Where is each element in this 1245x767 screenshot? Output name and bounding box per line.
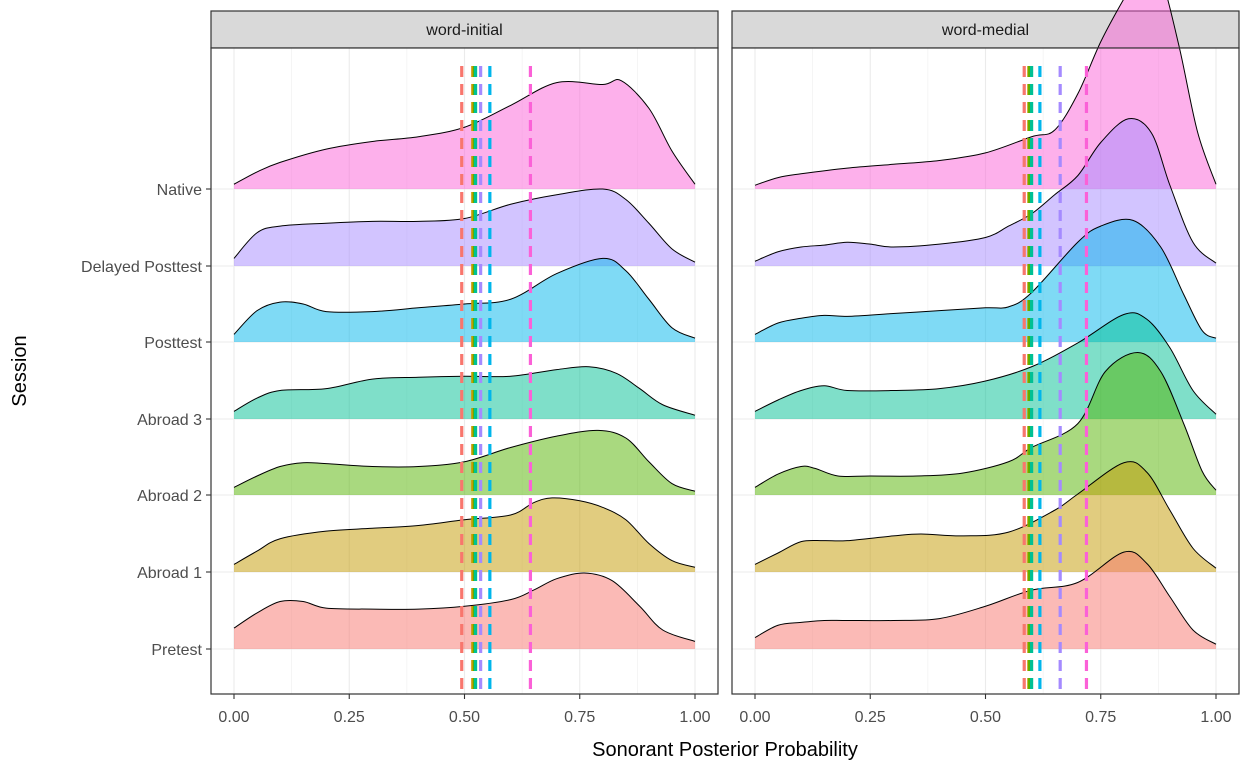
y-tick-label-abroad-3: Abroad 3: [137, 412, 202, 429]
y-axis-title: Session: [9, 335, 31, 406]
ridge-fill-posttest: [234, 258, 695, 342]
ridge-line-delayed-posttest: [754, 117, 1217, 264]
y-axis: Pretest Abroad 1 Abroad 2 Abroad 3 Posttest D…: [81, 182, 211, 659]
x-tick-label: 0.50: [970, 709, 1001, 726]
ridge-line-abroad-2: [754, 351, 1217, 491]
x-tick-label: 0.50: [449, 709, 480, 726]
ridge-line-pretest: [754, 550, 1217, 645]
ridge-fill-pretest: [755, 551, 1216, 649]
panel-word-medial: word-medial 0.00 0.25 0.50 0.75 1.00: [731, 0, 1240, 726]
x-axis-title: Sonorant Posterior Probability: [592, 739, 858, 761]
ridge-line-abroad-2: [233, 429, 696, 492]
x-tick-label: 0.25: [855, 709, 886, 726]
ridge-fill-native: [234, 79, 695, 189]
ridge-line-abroad-1: [233, 497, 696, 568]
ridge-fill-posttest: [755, 219, 1216, 342]
x-ticks-word-medial: 0.00 0.25 0.50 0.75 1.00: [739, 694, 1232, 726]
ridge-fill-delayed-posttest: [234, 188, 695, 266]
x-tick-label: 0.00: [218, 709, 249, 726]
strip-word-initial: [210, 10, 719, 49]
ridge-line-native: [233, 79, 696, 185]
y-tick-label-pretest: Pretest: [151, 642, 202, 659]
x-tick-label: 1.00: [679, 709, 710, 726]
panel-word-initial: word-initial 0.00 0.25 0.50 0.75 1.00: [210, 10, 719, 726]
mean-lines-word-medial: [1022, 66, 1089, 694]
ridge-line-delayed-posttest: [233, 188, 696, 263]
x-tick-label: 0.75: [1085, 709, 1116, 726]
ridge-line-pretest: [233, 572, 696, 642]
ridge-fill-abroad-2: [234, 430, 695, 495]
ridge-line-native: [754, 0, 1217, 186]
x-tick-label: 0.00: [739, 709, 770, 726]
strip-label-word-initial: word-initial: [425, 22, 502, 39]
ridge-line-abroad-3: [754, 312, 1217, 415]
ridge-fill-abroad-2: [755, 352, 1216, 495]
ridge-line-posttest: [233, 257, 696, 339]
strip-label-word-medial: word-medial: [941, 22, 1029, 39]
y-tick-label-delayed-posttest: Delayed Posttest: [81, 259, 203, 276]
ridge-line-posttest: [754, 218, 1217, 339]
mean-lines-word-initial: [460, 66, 533, 694]
x-tick-label: 0.75: [564, 709, 595, 726]
ridge-fill-pretest: [234, 572, 695, 649]
ridge-line-abroad-1: [754, 461, 1217, 569]
y-tick-label-abroad-2: Abroad 2: [137, 488, 202, 505]
y-tick-label-posttest: Posttest: [144, 335, 202, 352]
ridges-word-medial: [754, 0, 1217, 649]
ridge-fill-abroad-3: [234, 366, 695, 419]
x-tick-label: 1.00: [1200, 709, 1231, 726]
y-tick-label-native: Native: [157, 182, 202, 199]
ridges-word-initial: [233, 79, 696, 649]
ridge-fill-abroad-1: [755, 461, 1216, 572]
y-tick-label-abroad-1: Abroad 1: [137, 565, 202, 582]
x-ticks-word-initial: 0.00 0.25 0.50 0.75 1.00: [218, 694, 711, 726]
x-tick-label: 0.25: [334, 709, 365, 726]
ridge-line-abroad-3: [233, 366, 696, 416]
ridge-fill-abroad-1: [234, 497, 695, 572]
